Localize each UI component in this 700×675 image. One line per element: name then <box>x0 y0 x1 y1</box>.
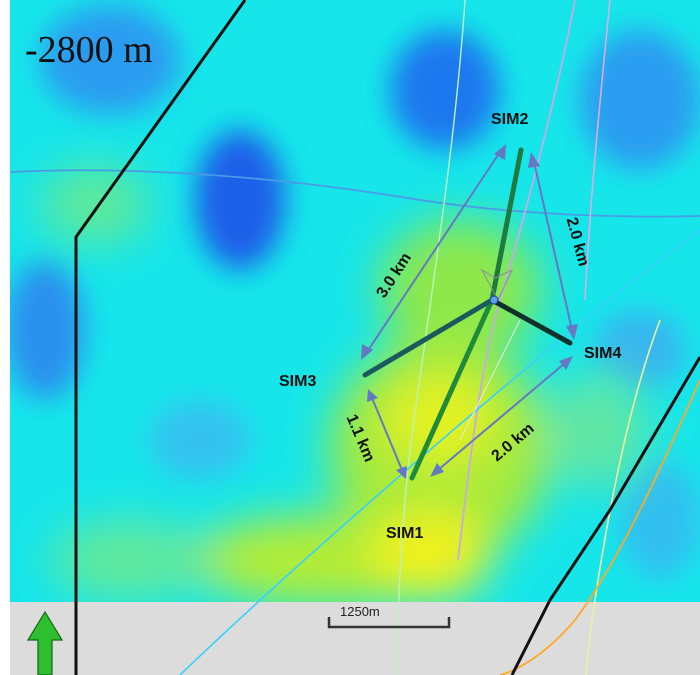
scale-bar: 1250m <box>327 604 451 629</box>
fault-lines <box>74 0 700 675</box>
well-label-sim1: SIM1 <box>386 525 423 542</box>
well-label-sim2: SIM2 <box>491 111 528 128</box>
scale-bar-label: 1250m <box>340 604 380 619</box>
interpretation-lines <box>9 0 700 675</box>
wellbore-sim2 <box>489 147 524 303</box>
well-label-sim4: SIM4 <box>584 345 621 362</box>
distance-arrows <box>361 144 578 479</box>
depth-label: -2800 m <box>25 29 153 71</box>
wellbores <box>362 147 573 481</box>
platform-icon <box>489 295 499 305</box>
bottom-panel <box>10 602 700 675</box>
attribute-map <box>10 0 700 602</box>
wellbore-sim1 <box>409 297 495 481</box>
well-label-sim3: SIM3 <box>279 373 316 390</box>
wellbore-sim3 <box>362 297 495 378</box>
north-arrow-icon <box>26 610 64 675</box>
wellbore-sim4 <box>489 297 573 346</box>
